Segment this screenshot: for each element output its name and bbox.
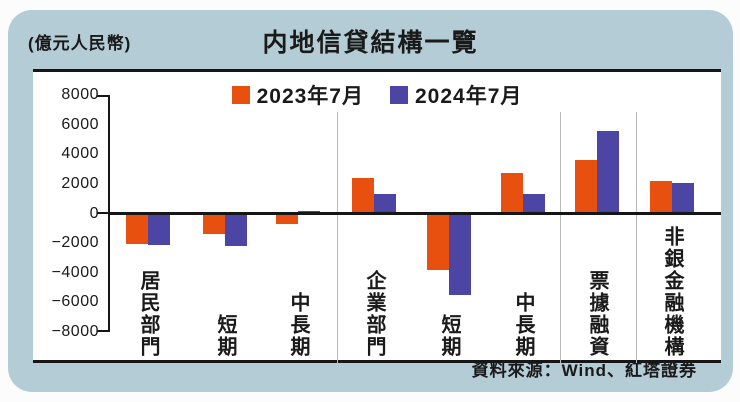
bar-20237-cat5 xyxy=(501,173,523,213)
section-separator-1 xyxy=(560,112,561,363)
bar-20237-cat7 xyxy=(650,180,672,213)
y-axis-bottom-hook xyxy=(97,330,109,332)
bar-20247-cat6 xyxy=(597,130,619,213)
bar-20237-cat0 xyxy=(126,214,148,244)
bar-20247-cat4 xyxy=(449,214,471,296)
chart-card: (億元人民幣) 内地信貸結構一覽 2023年7月 2024年7月 8000 6000… xyxy=(8,10,733,392)
category-label-3: 企業部門 xyxy=(363,270,385,358)
bar-20237-cat6 xyxy=(575,159,597,213)
zero-baseline xyxy=(108,212,721,215)
y-tick-label-8: −8000 xyxy=(51,323,99,340)
plot-area: 2023年7月 2024年7月 8000 6000 4000 2000 0 −2000 −40… xyxy=(33,72,721,363)
legend-item-1: 2024年7月 xyxy=(390,80,522,110)
section-separator-0 xyxy=(337,112,338,363)
category-label-2: 中長期 xyxy=(287,292,309,358)
category-label-0: 居民部門 xyxy=(137,270,159,358)
legend-swatch-icon xyxy=(231,86,250,104)
bar-20247-cat5 xyxy=(523,193,545,213)
bar-20237-cat1 xyxy=(203,214,225,234)
bar-20237-cat2 xyxy=(276,214,298,224)
bar-20247-cat0 xyxy=(148,214,170,245)
category-label-4: 短期 xyxy=(438,314,460,358)
axis-unit-label: (億元人民幣) xyxy=(28,34,132,53)
chart-title: 内地信貸結構一覽 xyxy=(262,29,479,57)
y-tick-label-4: 0 xyxy=(89,204,99,222)
legend-item-0: 2023年7月 xyxy=(231,80,364,110)
bar-20247-cat1 xyxy=(225,214,247,246)
y-tick-label-5: −2000 xyxy=(51,234,99,252)
category-label-5: 中長期 xyxy=(512,292,534,358)
source-note: 資料來源：Wind、紅塔證券 xyxy=(471,361,697,380)
y-axis-zero-tick xyxy=(97,212,109,214)
bar-20237-cat3 xyxy=(352,177,374,213)
bar-20247-cat7 xyxy=(672,182,694,213)
y-axis-top-hook xyxy=(97,95,109,97)
y-tick-label-7: −6000 xyxy=(51,293,99,311)
y-tick-label-6: −4000 xyxy=(51,263,99,281)
legend-label: 2023年7月 xyxy=(256,85,364,108)
legend-swatch-icon xyxy=(390,86,408,104)
plot-panel: 2023年7月 2024年7月 8000 6000 4000 2000 0 −2000 −40… xyxy=(33,69,721,363)
y-tick-label-0: 8000 xyxy=(61,86,99,103)
y-tick-label-1: 6000 xyxy=(61,115,99,133)
legend: 2023年7月 2024年7月 xyxy=(33,80,721,110)
y-tick-label-3: 2000 xyxy=(61,174,99,192)
y-tick-label-2: 4000 xyxy=(61,145,99,163)
section-separator-2 xyxy=(636,112,637,363)
bar-20237-cat4 xyxy=(427,214,449,270)
category-label-1: 短期 xyxy=(214,314,236,358)
bar-20247-cat3 xyxy=(374,193,396,213)
category-label-7: 非銀金融機構 xyxy=(661,226,683,358)
category-label-6: 票據融資 xyxy=(586,270,608,358)
legend-label: 2024年7月 xyxy=(415,85,523,108)
